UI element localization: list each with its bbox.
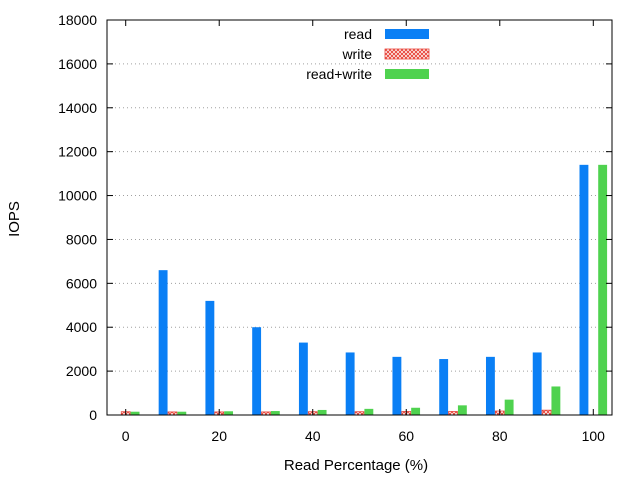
bar-read-write bbox=[317, 409, 327, 415]
y-tick-label: 12000 bbox=[58, 144, 97, 160]
plot-frame bbox=[106, 19, 613, 416]
legend-label: read bbox=[344, 26, 372, 42]
bar-read-write bbox=[551, 386, 561, 415]
bar-read bbox=[392, 356, 402, 415]
x-tick-label: 20 bbox=[211, 428, 227, 444]
y-tick-label: 10000 bbox=[58, 188, 97, 204]
x-tick-label: 60 bbox=[398, 428, 414, 444]
bar-read bbox=[439, 359, 449, 415]
bar-read-write bbox=[130, 411, 140, 415]
bar-read bbox=[298, 342, 308, 415]
bar-read-write bbox=[177, 411, 187, 415]
bar-read bbox=[485, 356, 495, 415]
y-tick-label: 2000 bbox=[66, 363, 97, 379]
x-tick-label: 80 bbox=[492, 428, 508, 444]
bar-read-write bbox=[411, 407, 421, 415]
bar-read bbox=[205, 300, 215, 415]
legend-label: read+write bbox=[306, 66, 372, 82]
legend: read write read+write bbox=[306, 26, 430, 82]
legend-label: write bbox=[341, 46, 372, 62]
y-tick-label: 4000 bbox=[66, 319, 97, 335]
bar-read bbox=[252, 327, 262, 415]
y-tick-label: 8000 bbox=[66, 231, 97, 247]
y-tick-label: 14000 bbox=[58, 100, 97, 116]
legend-swatch bbox=[384, 48, 430, 60]
x-tick-label: 0 bbox=[122, 428, 130, 444]
y-axis-label: IOPS bbox=[6, 201, 23, 237]
x-axis-label: Read Percentage (%) bbox=[284, 457, 428, 474]
bar-read-write bbox=[224, 411, 234, 415]
bar-read bbox=[158, 270, 168, 415]
grid-layer bbox=[107, 63, 612, 372]
x-tick-label: 40 bbox=[305, 428, 321, 444]
bar-read-write bbox=[504, 399, 514, 415]
bar-read-write bbox=[457, 405, 467, 415]
bar-write bbox=[448, 411, 458, 416]
y-tick-label: 16000 bbox=[58, 56, 97, 72]
bars-layer bbox=[120, 164, 608, 416]
y-tick-label: 6000 bbox=[66, 275, 97, 291]
y-tick-label: 0 bbox=[89, 407, 97, 423]
legend-swatch bbox=[385, 69, 429, 79]
bar-read bbox=[532, 352, 542, 415]
bar-read-write bbox=[364, 408, 374, 415]
bar-read bbox=[345, 352, 355, 415]
ticks-layer: 0 2000 4000 6000 8000 10000 12000 14000 16000 180… bbox=[58, 12, 612, 444]
bar-read-write bbox=[270, 411, 280, 415]
y-tick-label: 18000 bbox=[58, 12, 97, 28]
x-tick-label: 100 bbox=[582, 428, 606, 444]
legend-swatch bbox=[385, 29, 429, 39]
bar-read-write bbox=[598, 164, 608, 415]
bar-read bbox=[579, 164, 589, 415]
bar-write bbox=[541, 409, 552, 416]
